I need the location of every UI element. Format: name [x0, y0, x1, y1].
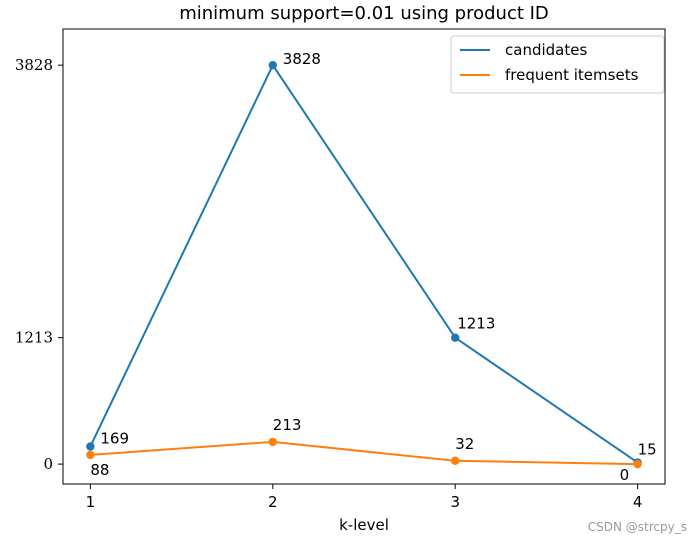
- legend-entry: frequent itemsets: [505, 66, 639, 84]
- data-label-frequent-itemsets: 0: [620, 466, 630, 484]
- x-tick-label: 3: [450, 493, 460, 511]
- data-label-candidates: 3828: [283, 50, 321, 68]
- legend: candidates frequent itemsets: [450, 35, 665, 94]
- y-tick-label: 1213: [15, 329, 53, 347]
- y-tick-label: 0: [43, 455, 53, 473]
- data-point-frequent-itemsets: [86, 450, 95, 460]
- series-line-frequent-itemsets: [90, 440, 638, 466]
- x-axis: 1 2 3 4: [86, 484, 643, 511]
- series-line-candidates: [89, 63, 639, 464]
- y-axis: 0 1213 3828: [15, 56, 63, 473]
- data-point-candidates: [268, 60, 277, 70]
- legend-entry: candidates: [505, 41, 587, 59]
- data-point-frequent-itemsets: [633, 459, 642, 469]
- data-label-candidates: 1213: [457, 315, 495, 333]
- data-label-frequent-itemsets: 88: [90, 461, 109, 479]
- chart-title: minimum support=0.01 using product ID: [179, 3, 549, 24]
- legend-box: [450, 35, 665, 94]
- data-point-candidates: [86, 442, 95, 451]
- watermark: CSDN @strcpy_s: [587, 520, 687, 534]
- x-tick-label: 4: [633, 493, 643, 511]
- data-point-candidates: [451, 333, 460, 342]
- data-label-candidates: 15: [638, 441, 657, 459]
- data-point-frequent-itemsets: [268, 437, 277, 447]
- series-layer: 169 3828 1213 15 88 213 32 0: [86, 50, 657, 484]
- data-label-candidates: 169: [100, 429, 129, 447]
- x-axis-label: k-level: [339, 516, 389, 534]
- data-label-frequent-itemsets: 213: [273, 416, 302, 434]
- data-point-frequent-itemsets: [451, 456, 460, 465]
- plot-area-frame: [62, 28, 666, 485]
- y-tick-label: 3828: [15, 56, 53, 74]
- x-tick-label: 2: [268, 493, 278, 511]
- x-tick-label: 1: [86, 493, 96, 511]
- data-label-frequent-itemsets: 32: [455, 435, 474, 453]
